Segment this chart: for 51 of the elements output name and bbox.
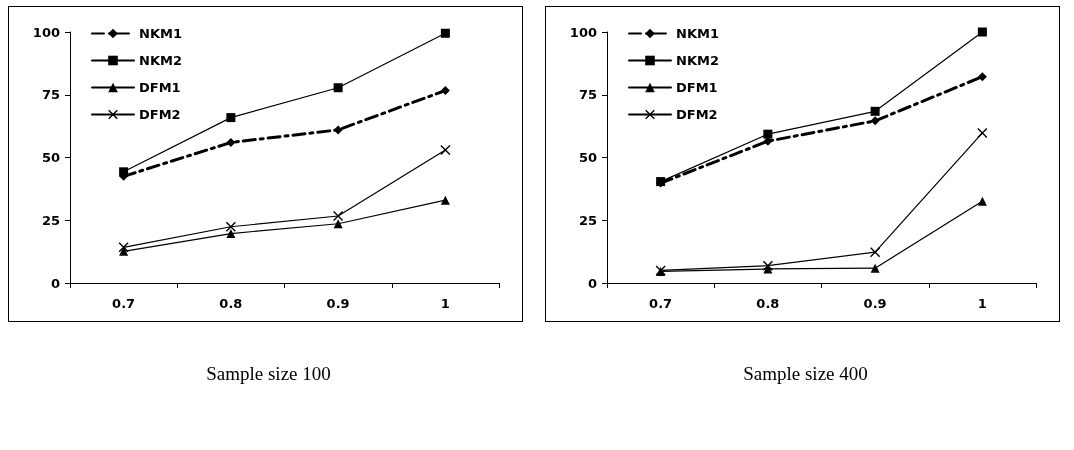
x-tick-label: 0.7	[112, 296, 136, 311]
y-tick-label: 25	[41, 212, 60, 228]
y-tick-label: 50	[41, 150, 60, 165]
point	[118, 242, 129, 253]
x-tick-label: 0.8	[219, 296, 243, 311]
point	[870, 116, 880, 126]
x-tick-label: 0.9	[863, 296, 887, 311]
y-tick-label: 50	[578, 150, 597, 165]
point	[977, 27, 987, 37]
legend-label: NKM2	[139, 53, 182, 68]
legend-label: NKM1	[139, 26, 182, 41]
point	[119, 167, 129, 177]
point	[870, 106, 880, 116]
y-tick-label: 0	[50, 275, 60, 291]
point	[870, 263, 880, 273]
x-tick-label: 1	[977, 296, 987, 311]
point	[440, 144, 451, 155]
x-tick-label: 0.7	[649, 296, 673, 311]
text: Sample size 400	[743, 363, 868, 384]
y-tick-label: 100	[32, 24, 60, 40]
point	[225, 221, 236, 232]
y-tick-label: 25	[578, 212, 597, 228]
point	[440, 85, 450, 95]
legend-label: NKM2	[676, 53, 719, 68]
point	[333, 83, 343, 93]
legend-label: NKM1	[676, 26, 719, 41]
y-tick-label: 100	[569, 24, 597, 40]
y-tick-label: 0	[587, 275, 597, 291]
point	[226, 229, 236, 239]
text: Sample size 100	[206, 363, 331, 384]
x-tick-label: 0.8	[756, 296, 780, 311]
x-tick-label: 0.9	[326, 296, 350, 311]
point	[870, 247, 881, 258]
x-tick-label: 1	[440, 296, 450, 311]
point	[762, 260, 773, 271]
point	[440, 195, 450, 205]
point	[226, 137, 236, 147]
point	[226, 113, 236, 123]
legend-label: DFM2	[676, 107, 718, 122]
point	[977, 72, 987, 82]
y-tick-label: 75	[41, 87, 60, 103]
point	[763, 129, 773, 139]
point	[977, 127, 988, 138]
point	[440, 28, 450, 38]
point	[977, 196, 987, 206]
legend-label: DFM2	[139, 107, 181, 122]
point	[333, 210, 344, 221]
legend-label: DFM1	[676, 80, 718, 95]
point	[333, 125, 343, 135]
legend-label: DFM1	[139, 80, 181, 95]
y-tick-label: 75	[578, 87, 597, 103]
